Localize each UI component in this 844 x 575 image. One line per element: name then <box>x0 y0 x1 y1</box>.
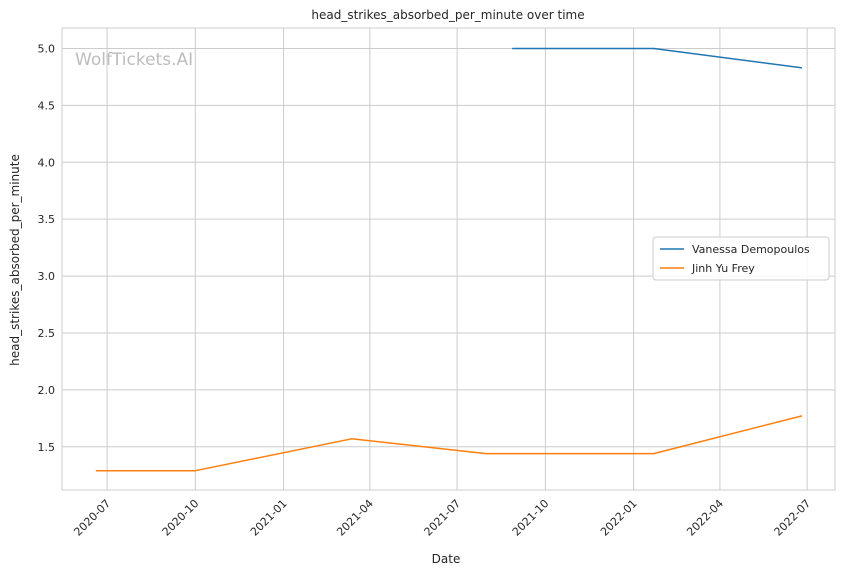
data-point-vanessa-demopoulos-1 <box>652 47 655 50</box>
data-point-vanessa-demopoulos-2 <box>800 67 803 69</box>
legend-label-jinh-yu-frey: Jinh Yu Frey <box>691 262 755 275</box>
data-point-jinh-yu-frey-5 <box>800 415 803 417</box>
legend-label-vanessa-demopoulos: Vanessa Demopoulos <box>692 243 810 256</box>
data-point-jinh-yu-frey-3 <box>485 452 487 455</box>
chart-title: head_strikes_absorbed_per_minute over ti… <box>311 8 584 22</box>
y-tick-label-3.5: 3.5 <box>38 213 56 226</box>
data-point-jinh-yu-frey-4 <box>652 452 655 455</box>
y-tick-label-3.0: 3.0 <box>38 270 56 283</box>
data-point-jinh-yu-frey-1 <box>194 469 197 472</box>
x-axis-title: Date <box>432 552 461 566</box>
data-point-jinh-yu-frey-2 <box>350 438 353 440</box>
watermark: WolfTickets.AI <box>75 50 193 70</box>
y-tick-label-2.0: 2.0 <box>38 384 56 397</box>
series-line-jinh-yu-frey <box>96 415 802 472</box>
y-axis-ticks: 1.5 2.0 2.5 3.0 3.5 4.0 4.5 5.0 <box>38 42 56 453</box>
plot-frame <box>61 27 836 491</box>
y-tick-label-4.5: 4.5 <box>38 99 56 112</box>
data-point-vanessa-demopoulos-0 <box>512 47 514 50</box>
y-tick-label-4.0: 4.0 <box>38 156 56 169</box>
legend-box <box>652 236 830 281</box>
series-layer <box>95 47 803 472</box>
y-tick-label-1.5: 1.5 <box>38 441 56 454</box>
y-axis-title: head_strikes_absorbed_per_minute <box>8 154 22 366</box>
y-tick-label-5.0: 5.0 <box>38 42 56 55</box>
data-point-jinh-yu-frey-0 <box>95 469 98 472</box>
y-tick-label-2.5: 2.5 <box>38 327 56 340</box>
legend: Vanessa Demopoulos Jinh Yu Frey <box>652 236 830 281</box>
